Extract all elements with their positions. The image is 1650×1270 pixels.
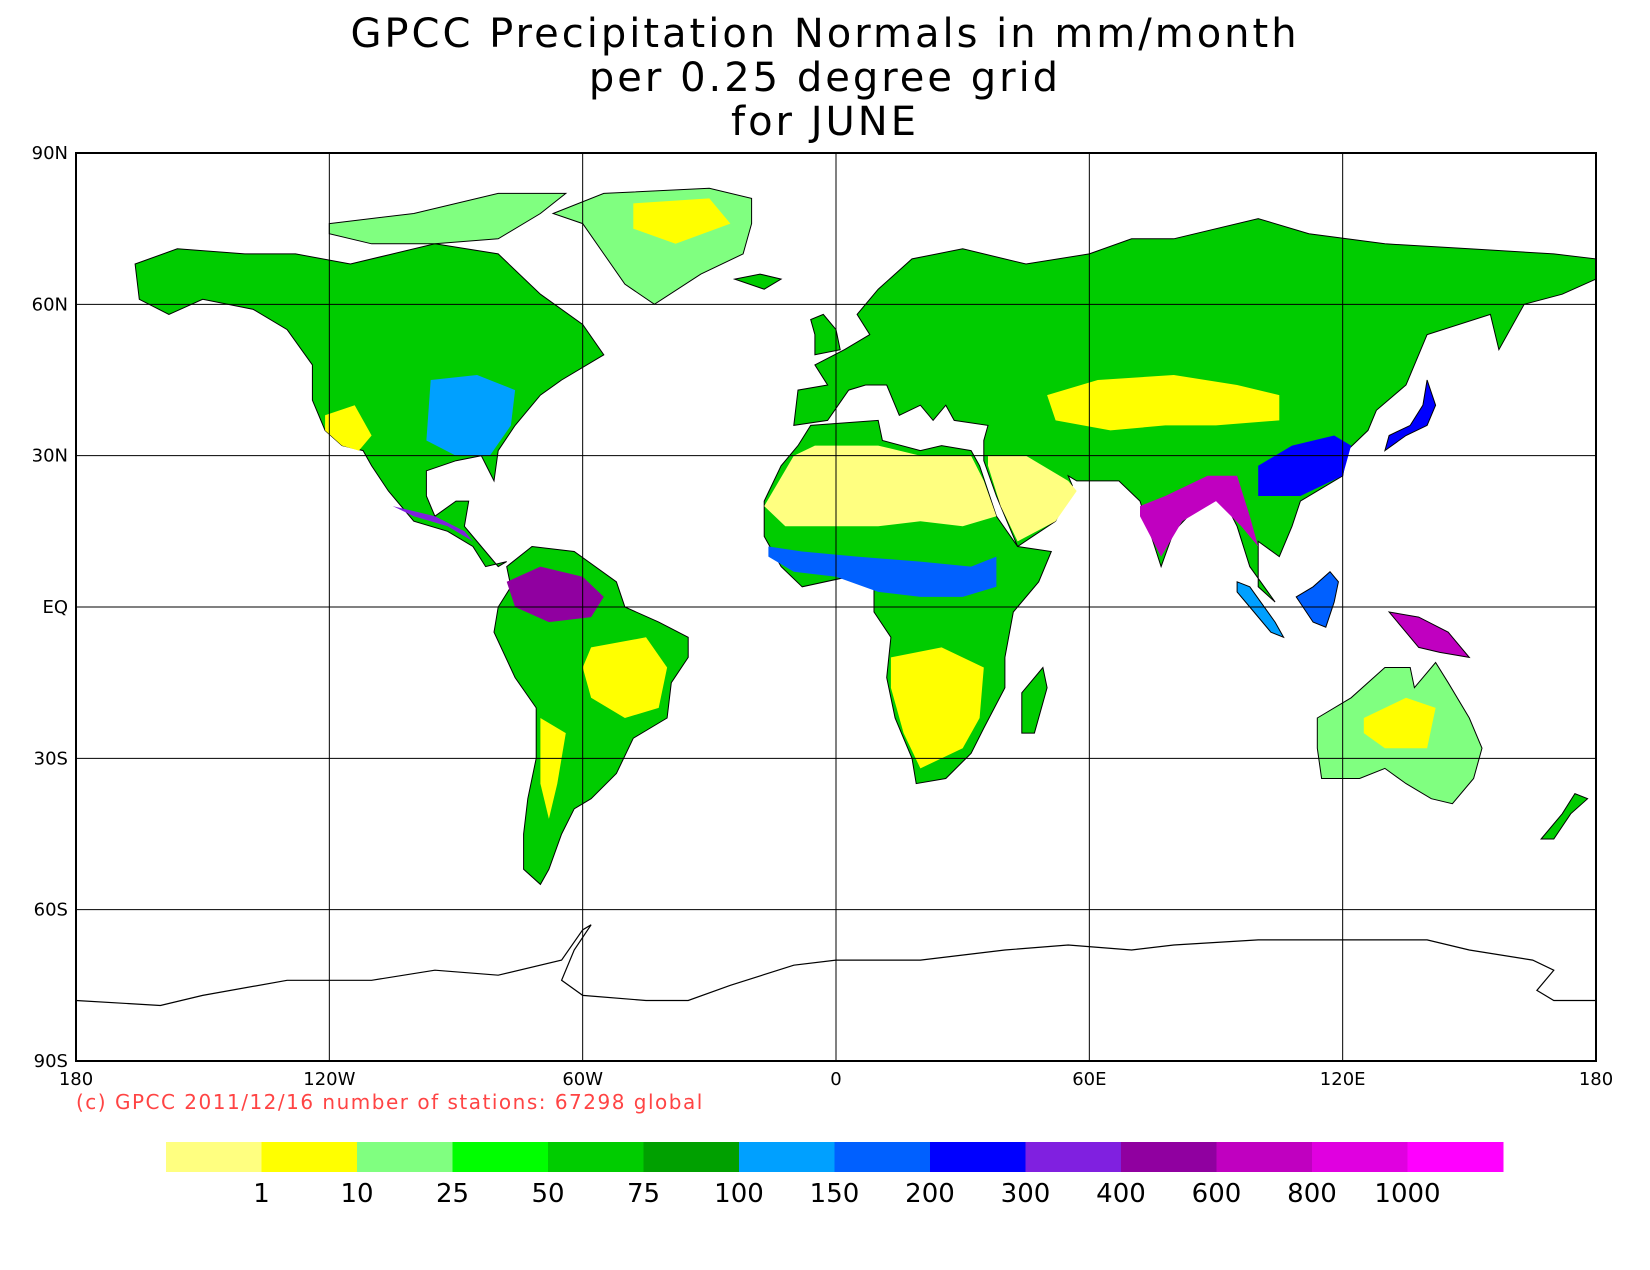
region-japan — [1384, 379, 1437, 452]
legend-label: 1000 — [1374, 1179, 1440, 1209]
graticule-layer — [76, 153, 1596, 1061]
legend-label: 400 — [1096, 1179, 1146, 1209]
color-legend: 1 10 25 50 75 100 150 200 300 400 600 800 1000 — [166, 1142, 1504, 1209]
legend-label: 200 — [905, 1179, 955, 1209]
lon-label: 60E — [1072, 1069, 1106, 1090]
legend-swatch — [1025, 1142, 1122, 1172]
lat-label: 30S — [34, 748, 68, 769]
legend-labels: 1 10 25 50 75 100 150 200 300 400 600 800 1000 — [253, 1179, 1440, 1209]
legend-swatch — [643, 1142, 740, 1172]
legend-swatch — [166, 1142, 262, 1172]
overlay-amazon-wet — [506, 566, 604, 623]
legend-label: 100 — [714, 1179, 764, 1209]
lon-label: 120E — [1320, 1069, 1366, 1090]
map-frame — [75, 152, 1597, 1062]
legend-label: 600 — [1192, 1179, 1242, 1209]
legend-label: 10 — [340, 1179, 373, 1209]
region-madagascar — [1021, 666, 1048, 734]
lat-label: 90S — [34, 1051, 68, 1072]
gpcc-credit-text: (c) GPCC 2011/12/16 number of stations: … — [76, 1090, 704, 1114]
lon-label: 180 — [1579, 1069, 1613, 1090]
lat-label: 60S — [34, 900, 68, 921]
legend-swatch — [261, 1142, 358, 1172]
overlay-south-asia-monsoon — [1140, 475, 1259, 557]
legend-label: 75 — [627, 1179, 660, 1209]
overlay-east-asia-wet — [1258, 435, 1352, 496]
legend-swatch — [834, 1142, 931, 1172]
legend-color-boxes — [166, 1142, 1504, 1172]
legend-label: 150 — [810, 1179, 860, 1209]
overlay-greenland-interior-dry — [633, 198, 731, 244]
legend-swatch — [930, 1142, 1026, 1172]
overlay-patagonia-dry — [540, 718, 566, 819]
lat-label: 60N — [32, 294, 68, 315]
region-uk — [810, 313, 841, 356]
legend-swatch — [452, 1142, 549, 1172]
legend-label: 1 — [253, 1179, 270, 1209]
lon-label: 0 — [830, 1069, 841, 1090]
legend-swatch — [1407, 1142, 1504, 1172]
overlay-arabia-dry — [988, 455, 1077, 542]
overlay-sahel-wet — [768, 546, 997, 597]
map-title-line2: per 0.25 degree grid — [588, 55, 1062, 101]
region-new-zealand — [1540, 792, 1589, 840]
overlay-western-us-dry — [325, 405, 372, 451]
legend-swatch — [1216, 1142, 1313, 1172]
region-canadian-arctic — [328, 192, 568, 245]
map-title-line1: GPCC Precipitation Normals in mm/month — [350, 11, 1300, 57]
lon-label: 120W — [303, 1069, 355, 1090]
overlay-brazil-dry — [582, 637, 668, 718]
legend-label: 300 — [1001, 1179, 1051, 1209]
lon-label: 180 — [59, 1069, 93, 1090]
region-sumatra — [1236, 581, 1285, 639]
legend-swatch — [1121, 1142, 1217, 1172]
map-title-line3: for JUNE — [731, 99, 919, 145]
legend-swatch — [739, 1142, 835, 1172]
lat-label: EQ — [42, 597, 68, 618]
region-borneo — [1295, 570, 1339, 628]
legend-swatch — [357, 1142, 453, 1172]
legend-label: 25 — [436, 1179, 469, 1209]
overlay-central-asia-dry — [1047, 375, 1280, 431]
lat-label: 90N — [32, 143, 68, 164]
region-iceland — [732, 273, 783, 290]
antarctica-outline — [75, 924, 1596, 1007]
land-regions-layer — [134, 187, 1597, 886]
overlay-sahara-dry — [764, 445, 997, 527]
lon-label: 60W — [562, 1069, 603, 1090]
legend-swatch — [548, 1142, 644, 1172]
region-new-guinea — [1387, 611, 1471, 659]
lat-label: 30N — [32, 446, 68, 467]
region-north-america — [134, 243, 605, 568]
region-south-america — [493, 545, 689, 886]
legend-swatch — [1312, 1142, 1408, 1172]
overlay-australia-interior-dry — [1363, 697, 1436, 749]
precipitation-overlays-layer — [325, 198, 1436, 819]
overlay-southern-africa-dry — [890, 647, 984, 769]
legend-label: 800 — [1287, 1179, 1337, 1209]
legend-label: 50 — [531, 1179, 564, 1209]
antarctica-outline-layer — [75, 924, 1596, 1007]
overlay-eastern-us-wet — [426, 375, 516, 456]
